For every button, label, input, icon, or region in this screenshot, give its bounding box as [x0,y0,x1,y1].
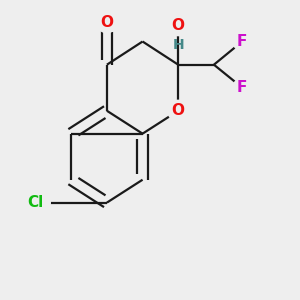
Text: F: F [237,34,247,49]
Circle shape [96,12,117,33]
Text: F: F [237,80,247,95]
Circle shape [233,32,251,51]
Text: H: H [172,38,184,52]
Circle shape [168,100,189,121]
Circle shape [233,78,251,97]
Text: O: O [100,15,113,30]
Text: O: O [172,103,185,118]
Circle shape [168,15,189,36]
Text: O: O [172,18,185,33]
Circle shape [21,188,50,217]
Text: Cl: Cl [27,195,44,210]
